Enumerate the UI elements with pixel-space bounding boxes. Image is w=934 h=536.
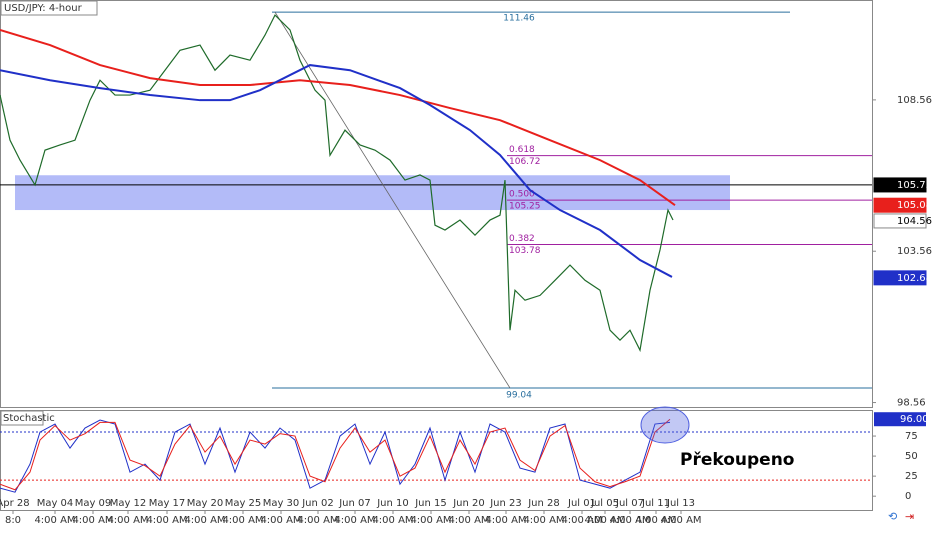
x-time-label: 4:00 AM xyxy=(184,515,225,526)
chart-title: USD/JPY: 4-hour xyxy=(4,3,83,14)
fib-ratio: 0.618 xyxy=(509,145,535,155)
price-label: 105.08 xyxy=(897,200,932,211)
icon[interactable]: ⟲ xyxy=(888,510,897,523)
x-tick-label: Jun 15 xyxy=(414,498,447,509)
x-tick-label: May 17 xyxy=(149,498,186,509)
x-time-label: 4:00 AM xyxy=(485,515,526,526)
x-tick-label: May 30 xyxy=(263,498,300,509)
level-label: 111.46 xyxy=(503,14,535,24)
x-tick-label: Jun 28 xyxy=(527,498,560,509)
x-time-label: 4:00 AM xyxy=(297,515,338,526)
x-tick-label: May 12 xyxy=(110,498,147,509)
price-label-box xyxy=(873,213,927,229)
annotation: Překoupeno xyxy=(680,450,794,470)
x-time-label: 4:00 AM xyxy=(72,515,113,526)
x-time-label: 4:00 AM xyxy=(372,515,413,526)
x-time-label: 4:00 AM xyxy=(222,515,263,526)
price-label: 104.56 xyxy=(897,216,932,227)
x-time-label: 4:00 AM xyxy=(561,515,602,526)
x-tick-label: Jun 20 xyxy=(452,498,485,509)
x-time-label: 4:00 AM xyxy=(635,515,676,526)
price-label: 105.75 xyxy=(897,180,932,191)
stoch-tick-label: 25 xyxy=(905,471,918,482)
x-tick-label: Jun 23 xyxy=(489,498,522,509)
x-time-label: 4:00 AM xyxy=(410,515,451,526)
x-tick-label: Jul 13 xyxy=(666,498,695,509)
x-tick-label: Jun 10 xyxy=(376,498,409,509)
y-tick-label: 103.56 xyxy=(897,246,932,257)
stoch-title-box xyxy=(0,410,44,426)
price-line xyxy=(0,29,676,207)
stoch-line xyxy=(0,418,671,491)
fib-ratio: 0.500 xyxy=(509,190,535,200)
x-time-label: 4:00 AM xyxy=(609,515,650,526)
x-tick-label: Jul 07 xyxy=(615,498,644,509)
price-label-box xyxy=(873,270,927,286)
stoch-line xyxy=(0,419,671,493)
fib-price: 103.78 xyxy=(509,246,541,256)
highlight xyxy=(640,406,690,444)
x-time-label: 4:00 AM xyxy=(660,515,701,526)
x-tick-label: Jul 01 xyxy=(567,498,596,509)
main-panel xyxy=(0,0,873,408)
y-tick-label: 98.56 xyxy=(897,398,926,409)
x-tick-label: Apr 28 xyxy=(0,498,30,509)
y-tick-label: 108.56 xyxy=(897,95,932,106)
x-time-label: 4:00 AM xyxy=(34,515,75,526)
price-label-box xyxy=(873,197,927,213)
fib-price: 106.72 xyxy=(509,157,541,167)
x-time-label: 4:00 AM xyxy=(448,515,489,526)
price-line xyxy=(0,14,674,353)
x-tick-label: Jul 05 xyxy=(590,498,619,509)
trendline xyxy=(274,11,511,389)
x-time-label: 4:00 AM xyxy=(260,515,301,526)
stoch-tick-label: 75 xyxy=(905,431,918,442)
zone xyxy=(15,175,730,211)
stoch-current-box xyxy=(874,412,926,427)
stoch-tick-label: 50 xyxy=(905,451,918,462)
x-time-label: 4:00 AM xyxy=(334,515,375,526)
stoch-title: Stochastic xyxy=(3,413,55,424)
stoch-tick-label: 0 xyxy=(905,491,911,502)
price-line xyxy=(0,64,673,278)
x-tick-label: Jun 02 xyxy=(301,498,334,509)
x-tick-label: May 04 xyxy=(37,498,74,509)
stoch-current-label: 96.00 xyxy=(900,414,929,425)
x-tick-label: May 20 xyxy=(187,498,224,509)
x-time-label: 4:00 AM xyxy=(107,515,148,526)
icon[interactable]: ⇥ xyxy=(905,510,914,523)
title-box xyxy=(0,0,98,16)
x-tick-label: Jul 11 xyxy=(641,498,670,509)
x-tick-label: May 09 xyxy=(75,498,112,509)
x-time-label: 8:0 xyxy=(5,515,21,526)
fib-ratio: 0.382 xyxy=(509,234,535,244)
level-label: 99.04 xyxy=(506,391,532,401)
nav-icons[interactable]: ⟲ ⇥ xyxy=(888,510,914,523)
x-tick-label: May 25 xyxy=(225,498,262,509)
x-time-label: 4:00 AM xyxy=(584,515,625,526)
x-time-label: 4:00 AM xyxy=(523,515,564,526)
price-label-box xyxy=(873,177,927,193)
price-label: 102.68 xyxy=(897,273,932,284)
x-tick-label: Jun 07 xyxy=(338,498,371,509)
stoch-panel xyxy=(0,410,873,511)
x-time-label: 4:00 AM xyxy=(146,515,187,526)
fib-price: 105.25 xyxy=(509,202,541,212)
